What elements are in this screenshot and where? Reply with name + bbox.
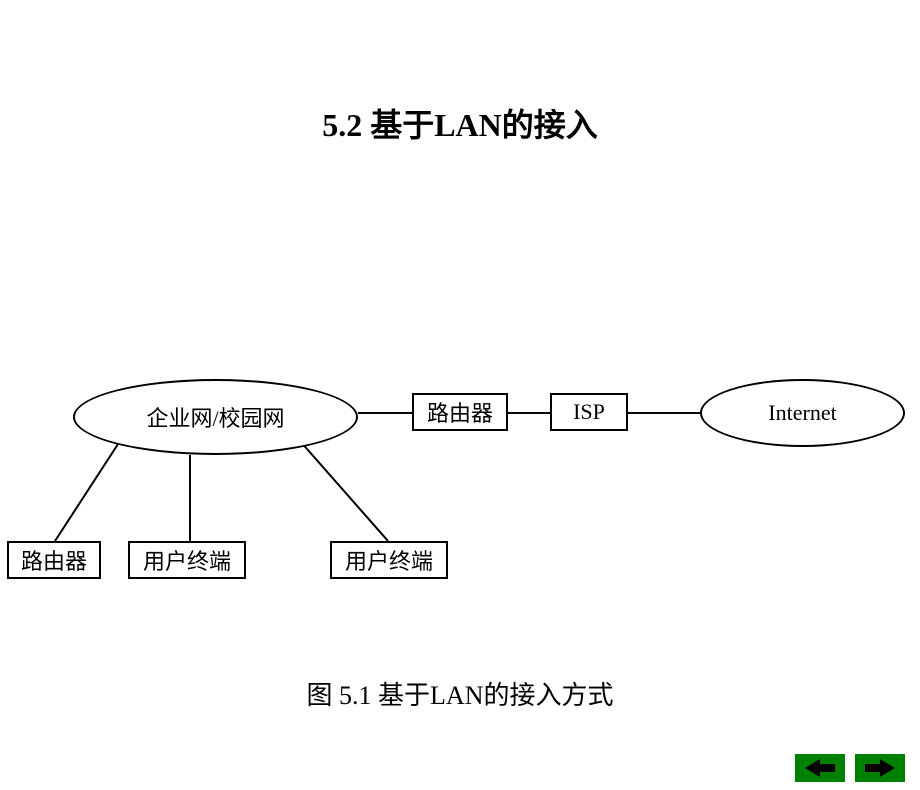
nav-forward-button[interactable] [855,754,905,782]
node-terminal2: 用户终端 [330,541,448,579]
arrow-right-icon [865,759,895,777]
node-isp: ISP [550,393,628,431]
arrow-left-icon [805,759,835,777]
figure-caption: 图 5.1 基于LAN的接入方式 [0,675,920,712]
node-terminal1: 用户终端 [128,541,246,579]
edge-enterprise-terminal2 [300,441,388,541]
nav-back-button[interactable] [795,754,845,782]
network-diagram: 企业网/校园网路由器ISPInternet路由器用户终端用户终端 [0,363,920,588]
node-enterprise: 企业网/校园网 [73,379,358,455]
nav-buttons [795,754,905,782]
page-title: 5.2 基于LAN的接入 [0,100,920,146]
node-router2: 路由器 [412,393,508,431]
node-internet: Internet [700,379,905,447]
node-router1: 路由器 [7,541,101,579]
edge-enterprise-router1 [55,441,120,541]
